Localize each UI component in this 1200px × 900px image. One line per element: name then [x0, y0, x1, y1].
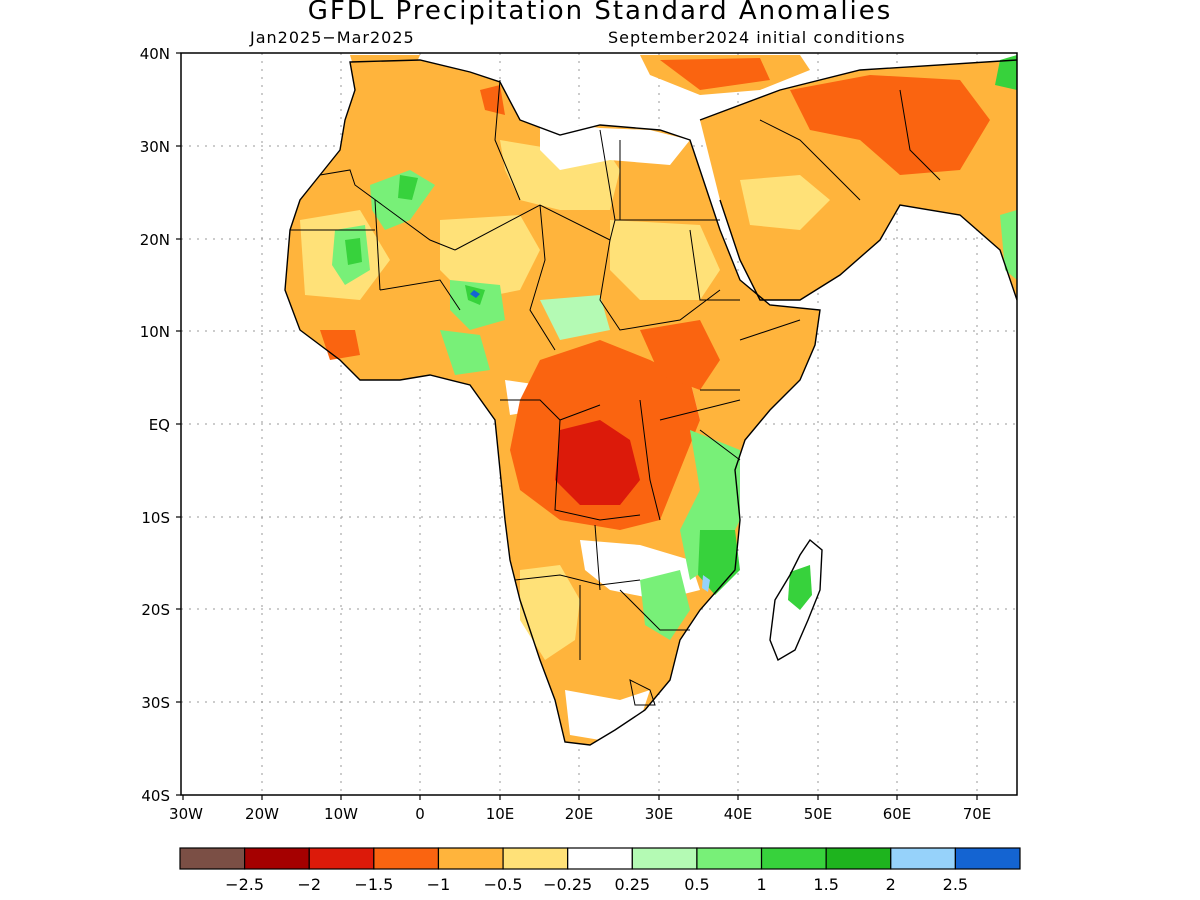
madagascar-green	[788, 565, 812, 610]
colorbar-swatch	[631, 847, 698, 870]
lon-label: 70E	[963, 805, 992, 823]
colorbar-label: −2.5	[225, 875, 264, 894]
lon-label: 10E	[486, 805, 515, 823]
colorbar-swatch	[760, 847, 827, 870]
colorbar-label: 2	[886, 875, 896, 894]
lon-label: 30E	[645, 805, 674, 823]
wet-anomaly-zones	[332, 55, 1017, 640]
colorbar-label: 0.25	[614, 875, 650, 894]
colorbar-swatch	[179, 847, 246, 870]
colorbar	[179, 847, 1021, 870]
colorbar-label: −1	[427, 875, 451, 894]
map-title: GFDL Precipitation Standard Anomalies	[307, 0, 893, 26]
colorbar-label: −0.25	[543, 875, 592, 894]
lon-label: 10W	[324, 805, 358, 823]
colorbar-label: 2.5	[943, 875, 968, 894]
coastlines	[284, 59, 1017, 746]
colorbar-label: −1.5	[354, 875, 393, 894]
forecast-period: Jan2025−Mar2025	[250, 28, 415, 47]
lat-label: 30S	[141, 694, 170, 712]
lat-label: EQ	[149, 416, 170, 434]
dark-red-zones	[555, 420, 640, 505]
colorbar-swatch	[244, 847, 310, 870]
lat-labels: 40N 30N 20N 10N EQ 10S 20S 30S 40S	[140, 45, 170, 805]
tick-marks	[176, 52, 978, 800]
colorbar-swatch	[696, 847, 763, 870]
lat-label: 10S	[141, 509, 170, 527]
colorbar-swatch	[437, 847, 504, 870]
lon-label: 0	[415, 805, 425, 823]
colorbar-swatch	[954, 847, 1021, 870]
colorbar-labels: −2.5 −2 −1.5 −1 −0.5 −0.25 0.25 0.5 1 1.5 2 2.5	[225, 875, 968, 894]
lon-label: 50E	[804, 805, 833, 823]
lat-label: 40S	[141, 787, 170, 805]
colorbar-label: −0.5	[484, 875, 523, 894]
lat-label: 20S	[141, 601, 170, 619]
lon-label: 60E	[883, 805, 912, 823]
lat-label: 20N	[140, 231, 170, 249]
lon-label: 40E	[724, 805, 753, 823]
colorbar-label: −2	[297, 875, 321, 894]
lat-label: 10N	[140, 323, 170, 341]
colorbar-label: 1.5	[813, 875, 838, 894]
lon-label: 20E	[565, 805, 594, 823]
colorbar-swatch	[308, 847, 375, 870]
initial-conditions: September2024 initial conditions	[608, 28, 906, 47]
colorbar-label: 1	[756, 875, 766, 894]
lon-labels: 30W 20W 10W 0 10E 20E 30E 40E 50E 60E 70…	[169, 805, 991, 823]
country-borders	[290, 79, 941, 706]
colorbar-swatch	[502, 847, 569, 870]
lon-label: 20W	[245, 805, 279, 823]
colorbar-swatch	[567, 847, 633, 870]
lat-label: 40N	[140, 45, 170, 63]
colorbar-swatch	[890, 847, 956, 870]
colorbar-swatch	[825, 847, 892, 870]
colorbar-label: 0.5	[684, 875, 709, 894]
lat-label: 30N	[140, 138, 170, 156]
lon-label: 30W	[169, 805, 203, 823]
colorbar-swatch	[373, 847, 440, 870]
